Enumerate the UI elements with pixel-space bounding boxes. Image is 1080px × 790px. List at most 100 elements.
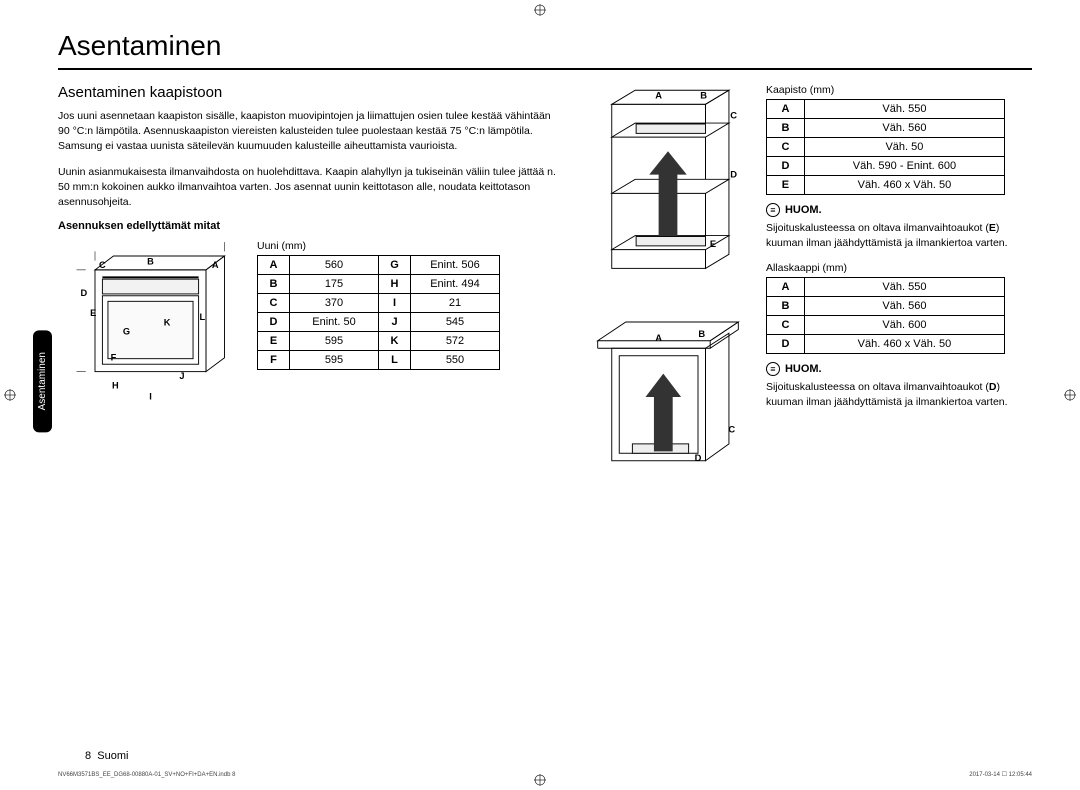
- table-row: BVäh. 560: [766, 119, 1004, 138]
- svg-text:E: E: [710, 239, 716, 249]
- note-1-key: E: [989, 222, 996, 234]
- table-value: 550: [411, 351, 500, 370]
- page-lang: Suomi: [97, 750, 128, 762]
- crop-mark: [1064, 389, 1076, 401]
- table-value: 370: [290, 294, 379, 313]
- table-row: CVäh. 50: [766, 138, 1004, 157]
- svg-text:A: A: [655, 333, 662, 343]
- table-key: H: [379, 275, 411, 294]
- dims-heading: Asennuksen edellyttämät mitat: [58, 220, 563, 232]
- table-value: Väh. 550: [804, 100, 1004, 119]
- table-key: D: [766, 157, 804, 176]
- svg-text:B: B: [698, 329, 705, 339]
- oven-diagram: A B C D E F G H I J K L: [58, 240, 243, 423]
- crop-mark: [534, 774, 546, 786]
- table-row: DVäh. 460 x Väh. 50: [766, 335, 1004, 354]
- table-key: G: [379, 256, 411, 275]
- table-row: F595L550: [258, 351, 500, 370]
- crop-mark: [534, 4, 546, 16]
- cabinet-diagram: A B C D E: [593, 84, 743, 284]
- table-value: Enint. 50: [290, 313, 379, 332]
- page-num-value: 8: [85, 750, 91, 762]
- note-1-pre: Sijoituskalusteessa on oltava ilmanvaiht…: [766, 222, 989, 234]
- svg-text:D: D: [730, 169, 737, 179]
- body-para-1: Jos uuni asennetaan kaapiston sisälle, k…: [58, 109, 563, 155]
- side-tab: Asentaminen: [33, 330, 52, 432]
- table-row: B175HEnint. 494: [258, 275, 500, 294]
- table-key: B: [258, 275, 290, 294]
- note-2-key: D: [989, 381, 997, 393]
- table-value: 572: [411, 332, 500, 351]
- table-row: DVäh. 590 - Enint. 600: [766, 157, 1004, 176]
- table-value: 595: [290, 351, 379, 370]
- table-key: L: [379, 351, 411, 370]
- uuni-table: A560GEnint. 506B175HEnint. 494C370I21DEn…: [257, 255, 500, 370]
- right-tables-col: Kaapisto (mm) AVäh. 550BVäh. 560CVäh. 50…: [766, 84, 1032, 500]
- table-key: C: [766, 138, 804, 157]
- undercounter-diagram: A B C D: [593, 297, 743, 497]
- svg-text:D: D: [695, 453, 702, 463]
- svg-text:A: A: [212, 260, 219, 270]
- table-row: CVäh. 600: [766, 316, 1004, 335]
- svg-text:C: C: [99, 260, 106, 270]
- svg-text:F: F: [111, 353, 117, 363]
- svg-text:B: B: [147, 257, 154, 267]
- svg-text:E: E: [90, 308, 96, 318]
- page-content: Asentaminen Asentaminen kaapistoon Jos u…: [58, 30, 1032, 760]
- svg-text:A: A: [655, 91, 662, 101]
- svg-text:J: J: [179, 371, 184, 381]
- table-key: K: [379, 332, 411, 351]
- note-2-pre: Sijoituskalusteessa on oltava ilmanvaiht…: [766, 381, 989, 393]
- footer-file: NV66M3571BS_EE_DG68-00880A-01_SV+NO+FI+D…: [58, 772, 235, 778]
- note-2-header: ≡ HUOM.: [766, 362, 1032, 376]
- note-label: HUOM.: [785, 204, 822, 216]
- svg-text:K: K: [164, 318, 171, 328]
- right-diagrams: A B C D E: [593, 84, 748, 500]
- svg-text:I: I: [149, 392, 152, 402]
- svg-text:G: G: [123, 327, 130, 337]
- svg-text:C: C: [728, 425, 735, 435]
- table-key: B: [766, 119, 804, 138]
- table-key: B: [766, 297, 804, 316]
- table-key: I: [379, 294, 411, 313]
- table-key: J: [379, 313, 411, 332]
- table-key: A: [766, 100, 804, 119]
- note-label: HUOM.: [785, 363, 822, 375]
- kaapisto-caption: Kaapisto (mm): [766, 84, 1032, 96]
- table-value: Enint. 506: [411, 256, 500, 275]
- svg-text:D: D: [81, 288, 88, 298]
- svg-text:C: C: [730, 110, 737, 120]
- table-value: Väh. 460 x Väh. 50: [804, 176, 1004, 195]
- table-key: F: [258, 351, 290, 370]
- section-subtitle: Asentaminen kaapistoon: [58, 84, 563, 101]
- table-key: A: [766, 278, 804, 297]
- svg-text:B: B: [700, 91, 707, 101]
- note-1-text: Sijoituskalusteessa on oltava ilmanvaiht…: [766, 221, 1032, 250]
- svg-text:H: H: [112, 381, 119, 391]
- svg-text:L: L: [199, 312, 205, 322]
- table-key: C: [258, 294, 290, 313]
- note-1-header: ≡ HUOM.: [766, 203, 1032, 217]
- table-key: D: [766, 335, 804, 354]
- crop-mark: [4, 389, 16, 401]
- table-key: E: [258, 332, 290, 351]
- table-key: E: [766, 176, 804, 195]
- footer-date: 2017-03-14 ☐ 12:05:44: [969, 771, 1032, 778]
- body-para-2: Uunin asianmukaisesta ilmanvaihdosta on …: [58, 165, 563, 211]
- table-key: D: [258, 313, 290, 332]
- kaapisto-table: AVäh. 550BVäh. 560CVäh. 50DVäh. 590 - En…: [766, 99, 1005, 195]
- table-value: Väh. 550: [804, 278, 1004, 297]
- table-row: C370I21: [258, 294, 500, 313]
- table-key: C: [766, 316, 804, 335]
- allas-caption: Allaskaappi (mm): [766, 262, 1032, 274]
- table-value: Väh. 600: [804, 316, 1004, 335]
- note-icon: ≡: [766, 362, 780, 376]
- note-icon: ≡: [766, 203, 780, 217]
- table-row: DEnint. 50J545: [258, 313, 500, 332]
- table-value: 175: [290, 275, 379, 294]
- table-row: A560GEnint. 506: [258, 256, 500, 275]
- allas-table: AVäh. 550BVäh. 560CVäh. 600DVäh. 460 x V…: [766, 277, 1005, 354]
- uuni-table-block: Uuni (mm) A560GEnint. 506B175HEnint. 494…: [257, 240, 500, 370]
- left-column: Asentaminen kaapistoon Jos uuni asenneta…: [58, 84, 563, 500]
- table-value: 21: [411, 294, 500, 313]
